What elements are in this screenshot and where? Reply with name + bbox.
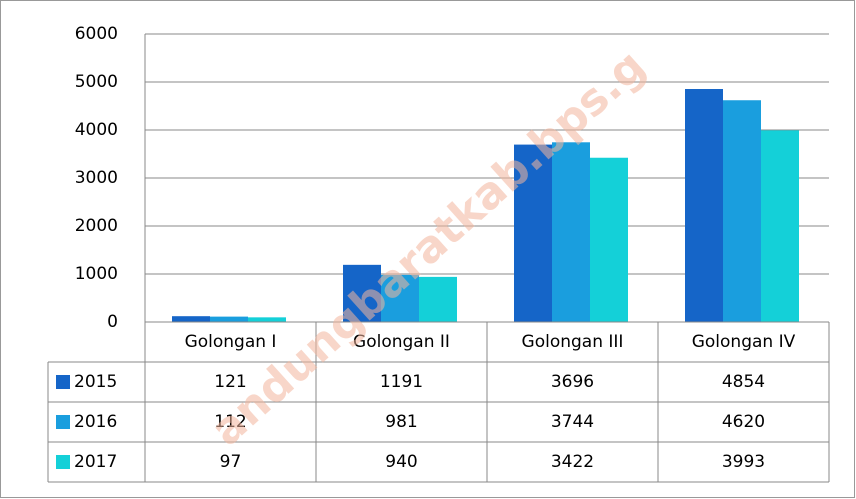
bar bbox=[685, 89, 723, 323]
x-tick-label: Golongan III bbox=[522, 332, 624, 352]
bar bbox=[723, 100, 761, 323]
table-value: 97 bbox=[220, 452, 242, 472]
legend-swatch bbox=[56, 375, 70, 389]
y-tick-label: 2000 bbox=[75, 216, 118, 236]
x-tick-label: Golongan II bbox=[353, 332, 450, 352]
legend-label: 2016 bbox=[74, 412, 117, 432]
bar bbox=[210, 316, 248, 322]
bar bbox=[172, 316, 210, 322]
x-tick-label: Golongan IV bbox=[692, 332, 796, 352]
table-value: 940 bbox=[385, 452, 417, 472]
legend-swatch bbox=[56, 455, 70, 469]
legend-label: 2017 bbox=[74, 452, 117, 472]
legend-swatch bbox=[56, 415, 70, 429]
y-tick-label: 4000 bbox=[75, 120, 118, 140]
legend-label: 2015 bbox=[74, 372, 117, 392]
bar bbox=[343, 264, 381, 322]
y-tick-label: 3000 bbox=[75, 168, 118, 188]
y-tick-label: 5000 bbox=[75, 72, 118, 92]
bar bbox=[552, 142, 590, 322]
y-tick-label: 0 bbox=[107, 312, 118, 332]
table-value: 112 bbox=[214, 412, 246, 432]
table-value: 3696 bbox=[551, 372, 594, 392]
table-value: 981 bbox=[385, 412, 417, 432]
table-value: 3744 bbox=[551, 412, 594, 432]
table-value: 4620 bbox=[722, 412, 765, 432]
x-tick-label: Golongan I bbox=[185, 332, 277, 352]
bar bbox=[590, 157, 628, 322]
table-value: 3993 bbox=[722, 452, 765, 472]
table-value: 1191 bbox=[380, 372, 423, 392]
bar bbox=[381, 274, 419, 322]
bar bbox=[419, 276, 457, 322]
bar bbox=[248, 317, 286, 322]
table-value: 3422 bbox=[551, 452, 594, 472]
y-tick-label: 6000 bbox=[75, 24, 118, 44]
table-value: 121 bbox=[214, 372, 246, 392]
y-tick-label: 1000 bbox=[75, 264, 118, 284]
table-value: 4854 bbox=[722, 372, 765, 392]
bar bbox=[514, 144, 552, 322]
bar bbox=[761, 130, 799, 322]
